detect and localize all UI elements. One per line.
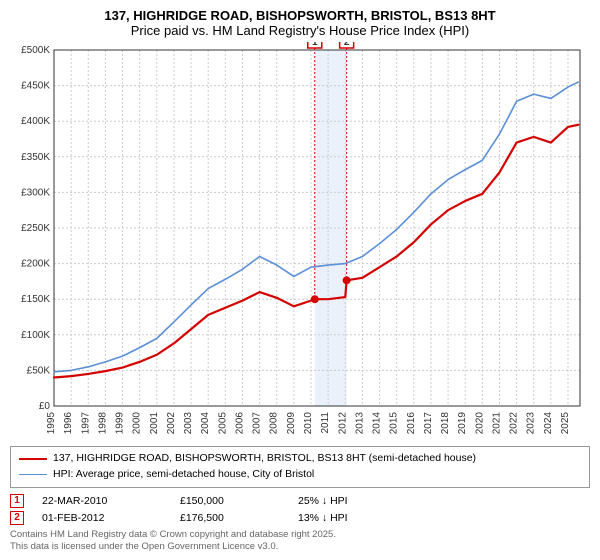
sale-point-2: [343, 276, 351, 284]
y-tick-label: £100K: [21, 330, 50, 341]
x-tick-label: 2003: [183, 412, 194, 435]
x-tick-label: 2010: [303, 412, 314, 435]
y-tick-label: £250K: [21, 223, 50, 234]
y-tick-label: £300K: [21, 187, 50, 198]
sale-row: 1 22-MAR-2010 £150,000 25% ↓ HPI: [10, 494, 590, 508]
sale-point-1: [311, 295, 319, 303]
x-tick-label: 2014: [372, 412, 383, 435]
legend-row: 137, HIGHRIDGE ROAD, BISHOPSWORTH, BRIST…: [19, 451, 581, 467]
x-tick-label: 2004: [200, 412, 211, 435]
x-tick-label: 2005: [217, 412, 228, 435]
x-tick-label: 2008: [269, 412, 280, 435]
sale-diff: 25% ↓ HPI: [298, 495, 418, 507]
chart-title-line1: 137, HIGHRIDGE ROAD, BISHOPSWORTH, BRIST…: [10, 8, 590, 23]
footnote-line1: Contains HM Land Registry data © Crown c…: [10, 529, 590, 541]
sale-diff: 13% ↓ HPI: [298, 512, 418, 524]
sale-date: 22-MAR-2010: [42, 495, 162, 507]
x-tick-label: 2024: [543, 412, 554, 435]
chart-title-line2: Price paid vs. HM Land Registry's House …: [10, 23, 590, 38]
sales-table: 1 22-MAR-2010 £150,000 25% ↓ HPI 2 01-FEB-201…: [10, 494, 590, 525]
chart-area: £0 £50K £100K £150K £200K £250K £300K £350K £400…: [10, 42, 590, 440]
legend-label: 137, HIGHRIDGE ROAD, BISHOPSWORTH, BRIST…: [53, 451, 476, 467]
y-tick-label: £350K: [21, 152, 50, 163]
x-tick-label: 2020: [474, 412, 485, 435]
legend-box: 137, HIGHRIDGE ROAD, BISHOPSWORTH, BRIST…: [10, 446, 590, 488]
x-tick-label: 2016: [406, 412, 417, 435]
sale-row: 2 01-FEB-2012 £176,500 13% ↓ HPI: [10, 511, 590, 525]
x-tick-label: 2001: [149, 412, 160, 435]
legend-swatch: [19, 458, 47, 460]
x-tick-label: 1997: [80, 412, 91, 435]
sale-price: £150,000: [180, 495, 280, 507]
x-tick-label: 2002: [166, 412, 177, 435]
x-tick-label: 2007: [252, 412, 263, 435]
sale-marker-icon: 2: [10, 511, 24, 525]
footnote-line2: This data is licensed under the Open Gov…: [10, 541, 590, 553]
x-tick-label: 2013: [354, 412, 365, 435]
x-tick-label: 2000: [132, 412, 143, 435]
x-tick-label: 2006: [234, 412, 245, 435]
sale-marker-num-1: 1: [312, 42, 318, 48]
legend-swatch: [19, 474, 47, 475]
sale-price: £176,500: [180, 512, 280, 524]
x-tick-label: 2019: [457, 412, 468, 435]
sale-marker-icon: 1: [10, 494, 24, 508]
legend-label: HPI: Average price, semi-detached house,…: [53, 467, 314, 483]
x-tick-label: 2017: [423, 412, 434, 435]
y-tick-label: £50K: [27, 365, 51, 376]
x-tick-label: 1998: [97, 412, 108, 435]
y-tick-label: £500K: [21, 45, 50, 56]
line-chart-svg: £0 £50K £100K £150K £200K £250K £300K £350K £400…: [10, 42, 590, 440]
sale-marker-num-2: 2: [344, 42, 350, 48]
x-tick-label: 2012: [337, 412, 348, 435]
footnote: Contains HM Land Registry data © Crown c…: [10, 529, 590, 554]
x-tick-label: 2011: [320, 412, 331, 434]
x-tick-label: 2015: [389, 412, 400, 435]
chart-title-block: 137, HIGHRIDGE ROAD, BISHOPSWORTH, BRIST…: [10, 8, 590, 38]
x-tick-label: 1996: [63, 412, 74, 435]
x-tick-label: 2018: [440, 412, 451, 435]
y-tick-label: £150K: [21, 294, 50, 305]
x-tick-label: 2021: [491, 412, 502, 435]
x-tick-label: 2009: [286, 412, 297, 435]
x-tick-label: 2025: [560, 412, 571, 435]
sale-date: 01-FEB-2012: [42, 512, 162, 524]
x-tick-label: 2022: [509, 412, 520, 435]
legend-row: HPI: Average price, semi-detached house,…: [19, 467, 581, 483]
x-tick-label: 2023: [526, 412, 537, 435]
x-tick-label: 1995: [46, 412, 57, 435]
y-tick-label: £400K: [21, 116, 50, 127]
y-tick-label: £450K: [21, 81, 50, 92]
x-tick-label: 1999: [115, 412, 126, 435]
y-tick-label: £0: [39, 401, 51, 412]
y-tick-label: £200K: [21, 259, 50, 270]
